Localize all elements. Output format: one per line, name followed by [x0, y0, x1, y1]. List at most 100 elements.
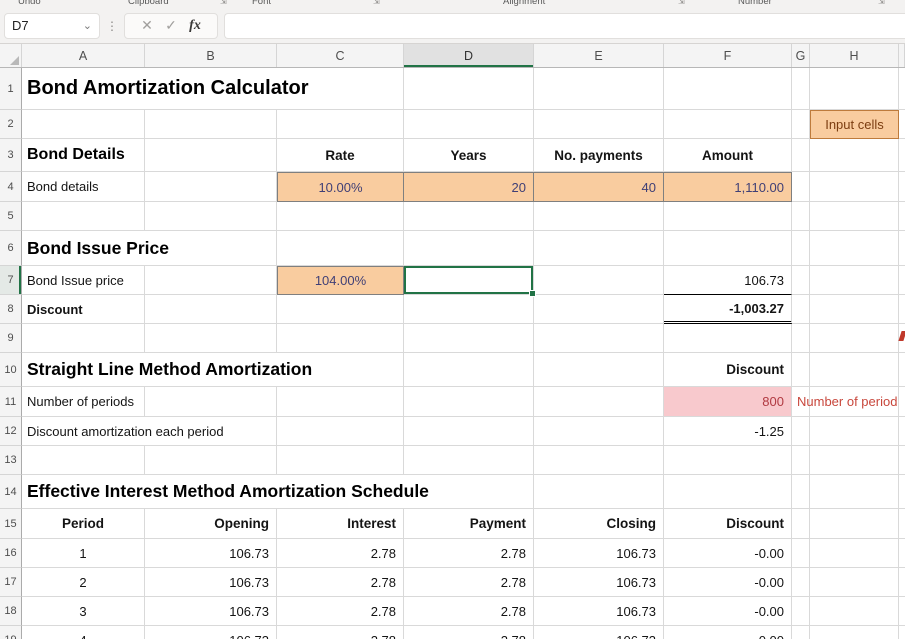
row-header-12[interactable]: 12: [0, 417, 22, 446]
cell[interactable]: [404, 68, 534, 110]
cell[interactable]: [810, 568, 899, 597]
column-header-a[interactable]: A: [22, 44, 145, 67]
cell[interactable]: [792, 475, 810, 509]
cell[interactable]: [404, 110, 534, 139]
cell[interactable]: [404, 295, 534, 324]
discount-label[interactable]: Discount: [22, 295, 145, 324]
name-box[interactable]: D7 ⌄: [4, 12, 100, 39]
bond-issue-heading[interactable]: Bond Issue Price: [22, 231, 277, 266]
rate-header[interactable]: Rate: [277, 139, 404, 172]
cell[interactable]: [810, 139, 899, 172]
row-header-8[interactable]: 8: [0, 295, 22, 324]
cell[interactable]: [810, 172, 899, 202]
cell[interactable]: [145, 202, 277, 231]
years-input-cell[interactable]: 20: [404, 172, 534, 202]
cell[interactable]: [664, 110, 792, 139]
bond-issue-label[interactable]: Bond Issue price: [22, 266, 145, 295]
cell[interactable]: [792, 231, 810, 266]
cell[interactable]: [404, 446, 534, 475]
periods-value-bad-cell[interactable]: 800: [664, 387, 792, 417]
cell[interactable]: [534, 324, 664, 353]
cell[interactable]: [810, 295, 899, 324]
cell[interactable]: [534, 266, 664, 295]
row-header-11[interactable]: 11: [0, 387, 22, 417]
row-header-5[interactable]: 5: [0, 202, 22, 231]
cell[interactable]: [534, 417, 664, 446]
cell[interactable]: [792, 202, 810, 231]
cell[interactable]: [810, 539, 899, 568]
cell[interactable]: [792, 568, 810, 597]
period-cell[interactable]: 2: [22, 568, 145, 597]
payment-cell[interactable]: 2.78: [404, 597, 534, 626]
cell[interactable]: [792, 353, 810, 387]
active-cell-d7[interactable]: [404, 266, 536, 297]
row-header-15[interactable]: 15: [0, 509, 22, 539]
opening-header[interactable]: Opening: [145, 509, 277, 539]
cell[interactable]: [277, 110, 404, 139]
discount-cell[interactable]: -0.00: [664, 597, 792, 626]
cell[interactable]: [664, 324, 792, 353]
cell[interactable]: [810, 353, 899, 387]
cell[interactable]: [810, 231, 899, 266]
cell[interactable]: [792, 110, 810, 139]
cell[interactable]: [810, 68, 899, 110]
column-header-f[interactable]: F: [664, 44, 792, 67]
cell[interactable]: [145, 110, 277, 139]
amount-input-cell[interactable]: 1,110.00: [664, 172, 792, 202]
cell[interactable]: [792, 324, 810, 353]
cell[interactable]: [810, 266, 899, 295]
discount-cell[interactable]: -0.00: [664, 626, 792, 639]
row-header-13[interactable]: 13: [0, 446, 22, 475]
cell[interactable]: [810, 446, 899, 475]
interest-cell[interactable]: 2.78: [277, 539, 404, 568]
column-header-b[interactable]: B: [145, 44, 277, 67]
periods-label[interactable]: Number of periods: [22, 387, 145, 417]
cell[interactable]: [404, 353, 534, 387]
cell[interactable]: [277, 446, 404, 475]
payments-header[interactable]: No. payments: [534, 139, 664, 172]
bond-details-heading[interactable]: Bond Details: [22, 139, 145, 172]
cell[interactable]: [810, 202, 899, 231]
cell[interactable]: [810, 417, 899, 446]
cancel-icon[interactable]: ✕: [141, 17, 153, 33]
row-header-14[interactable]: 14: [0, 475, 22, 509]
row-header-19[interactable]: 19: [0, 626, 22, 639]
period-cell[interactable]: 4: [22, 626, 145, 639]
cell[interactable]: [664, 202, 792, 231]
cell[interactable]: [277, 387, 404, 417]
cell[interactable]: [22, 324, 145, 353]
cell[interactable]: [792, 539, 810, 568]
payments-input-cell[interactable]: 40: [534, 172, 664, 202]
cell[interactable]: [534, 446, 664, 475]
column-header-c[interactable]: C: [277, 44, 404, 67]
cell[interactable]: [534, 110, 664, 139]
cell[interactable]: [534, 68, 664, 110]
cell[interactable]: [145, 172, 277, 202]
bond-details-label[interactable]: Bond details: [22, 172, 145, 202]
closing-cell[interactable]: 106.73: [534, 626, 664, 639]
interest-cell[interactable]: 2.78: [277, 597, 404, 626]
chevron-down-icon[interactable]: ⌄: [82, 20, 92, 32]
cell[interactable]: [145, 295, 277, 324]
cell[interactable]: [792, 68, 810, 110]
cell[interactable]: [534, 295, 664, 324]
cell[interactable]: [145, 139, 277, 172]
amort-label[interactable]: Discount amortization each period: [22, 417, 277, 446]
row-header-4[interactable]: 4: [0, 172, 22, 202]
cell[interactable]: [277, 417, 404, 446]
row-header-7-selected[interactable]: 7: [0, 266, 22, 295]
formula-input[interactable]: [224, 12, 905, 39]
payment-cell[interactable]: 2.78: [404, 539, 534, 568]
cell[interactable]: [810, 626, 899, 639]
cell[interactable]: [534, 231, 664, 266]
cell[interactable]: [534, 353, 664, 387]
payment-cell[interactable]: 2.78: [404, 626, 534, 639]
enter-icon[interactable]: ✓: [165, 17, 177, 33]
interest-cell[interactable]: 2.78: [277, 568, 404, 597]
row-header-9[interactable]: 9: [0, 324, 22, 353]
cell[interactable]: [145, 446, 277, 475]
straight-line-heading[interactable]: Straight Line Method Amortization: [22, 353, 404, 387]
cell[interactable]: [792, 139, 810, 172]
column-header-h[interactable]: H: [810, 44, 899, 67]
cell[interactable]: [404, 387, 534, 417]
